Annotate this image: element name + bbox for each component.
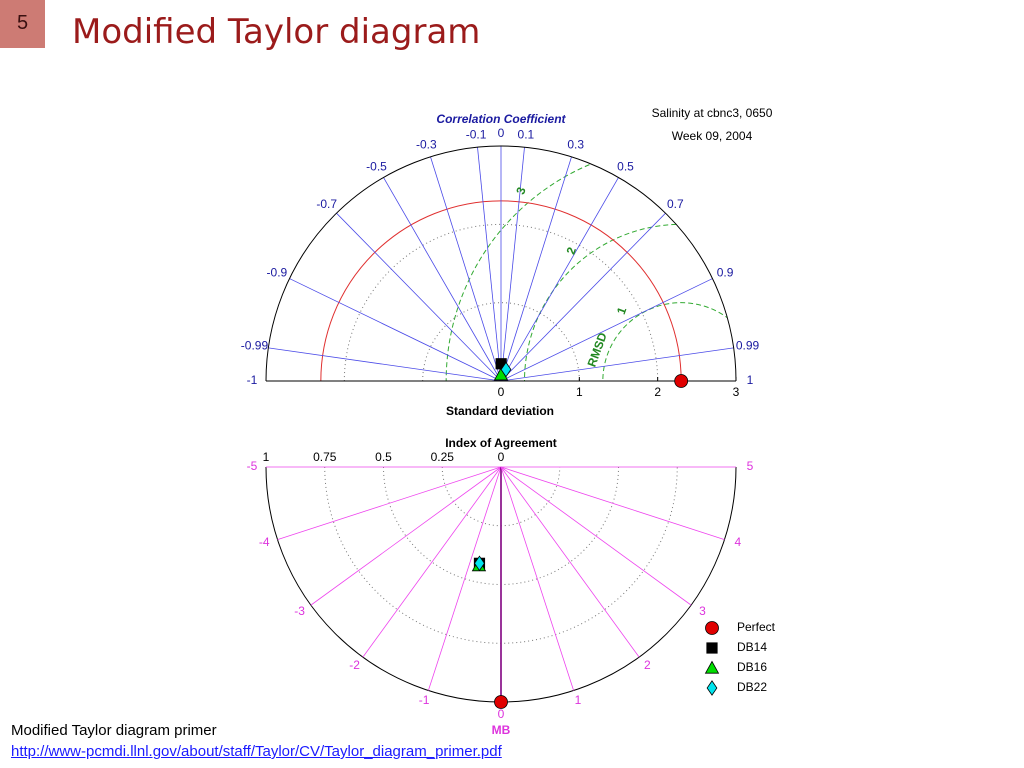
rmsd-tick-label: 1 — [614, 305, 630, 316]
mb-tick-label: 3 — [699, 604, 706, 618]
correlation-line — [268, 347, 502, 382]
mb-tick-label: 1 — [575, 693, 582, 707]
angular-tick-label: -0.1 — [466, 127, 487, 141]
mb-tick-label: -1 — [419, 693, 430, 707]
grid-arc — [343, 223, 659, 382]
mb-line — [428, 466, 502, 691]
correlation-line — [500, 347, 734, 382]
mb-tick-label: -3 — [294, 604, 305, 618]
rmsd-tick-label: 3 — [513, 185, 529, 196]
axis-label: MB — [492, 723, 511, 737]
mb-line — [500, 466, 640, 658]
legend-marker — [706, 642, 718, 654]
axis-label: Standard deviation — [446, 404, 554, 418]
angular-tick-label: 0 — [498, 126, 505, 140]
correlation-line — [500, 212, 666, 382]
axis-label: Correlation Coefficient — [436, 112, 566, 126]
x-tick-label: 0 — [498, 385, 505, 399]
angular-tick-label: 0.1 — [518, 127, 535, 141]
legend-marker — [705, 621, 719, 635]
mb-tick-label: 5 — [747, 459, 754, 473]
angular-tick-label: -0.99 — [241, 338, 269, 352]
slide-title: Modified Taylor diagram — [72, 12, 481, 52]
mb-tick-label: 2 — [644, 658, 651, 672]
mb-tick-label: -2 — [349, 658, 360, 672]
x-tick-label: 2 — [654, 385, 661, 399]
footer-link[interactable]: http://www-pcmdi.llnl.gov/about/staff/Ta… — [11, 743, 502, 760]
legend-label: DB22 — [737, 680, 767, 694]
diagram-title: Week 09, 2004 — [672, 129, 753, 143]
rmsd-label: RMSD — [585, 330, 610, 368]
grid-arc — [422, 302, 580, 382]
x-tick-label: 3 — [733, 385, 740, 399]
legend-label: DB16 — [737, 660, 767, 674]
angular-tick-label: 0.99 — [736, 338, 760, 352]
diagram-title: Salinity at cbnc3, 0650 — [652, 106, 773, 120]
slide-number: 5 — [0, 0, 45, 48]
point — [494, 695, 508, 709]
mb-line — [362, 466, 502, 658]
correlation-line — [477, 147, 502, 382]
angular-tick-label: -0.7 — [316, 197, 337, 211]
angular-tick-label: 0.5 — [617, 159, 634, 173]
angular-tick-label: -0.3 — [416, 138, 437, 152]
mb-tick-label: -5 — [247, 459, 258, 473]
legend-label: Perfect — [737, 620, 776, 634]
correlation-line — [383, 177, 502, 382]
angular-tick-label: -1 — [247, 373, 258, 387]
angular-tick-label: -0.9 — [267, 266, 288, 280]
rmsd-circle — [602, 302, 736, 381]
ia-tick-label: 1 — [263, 450, 270, 464]
correlation-line — [500, 156, 572, 382]
point — [500, 361, 512, 378]
angular-tick-label: 1 — [747, 373, 754, 387]
angular-tick-label: 0.9 — [717, 266, 734, 280]
correlation-line — [430, 156, 502, 382]
rmsd-tick-label: 2 — [564, 245, 580, 256]
correlation-line — [500, 278, 713, 382]
mb-line — [277, 466, 502, 540]
mb-line — [500, 466, 692, 606]
correlation-line — [500, 177, 619, 382]
legend-marker — [706, 680, 718, 696]
angular-tick-label: -0.5 — [366, 159, 387, 173]
mb-tick-label: -4 — [259, 535, 270, 549]
axis-label: Index of Agreement — [445, 436, 557, 450]
angular-tick-label: 0.3 — [567, 138, 584, 152]
x-tick-label: 1 — [576, 385, 583, 399]
mb-tick-label: 4 — [734, 535, 741, 549]
ia-tick-label: 0 — [498, 450, 505, 464]
correlation-line — [500, 147, 525, 382]
footer-text: Modified Taylor diagram primer — [11, 722, 217, 739]
angular-tick-label: 0.7 — [667, 197, 684, 211]
correlation-line — [289, 278, 502, 382]
point — [474, 555, 485, 572]
ia-tick-label: 0.75 — [313, 450, 337, 464]
mb-line — [500, 466, 725, 540]
outer-arc — [265, 145, 737, 382]
mb-line — [500, 466, 574, 691]
ia-tick-label: 0.25 — [431, 450, 455, 464]
ia-tick-label: 0.5 — [375, 450, 392, 464]
point — [674, 374, 689, 388]
correlation-line — [336, 212, 502, 382]
legend-marker — [704, 660, 720, 674]
mb-tick-label: 0 — [498, 707, 505, 721]
mb-line — [310, 466, 502, 606]
legend-label: DB14 — [737, 640, 767, 654]
